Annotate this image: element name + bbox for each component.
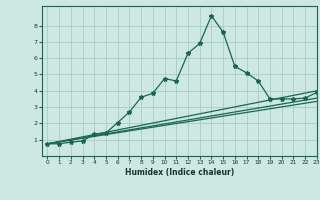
- X-axis label: Humidex (Indice chaleur): Humidex (Indice chaleur): [124, 168, 234, 177]
